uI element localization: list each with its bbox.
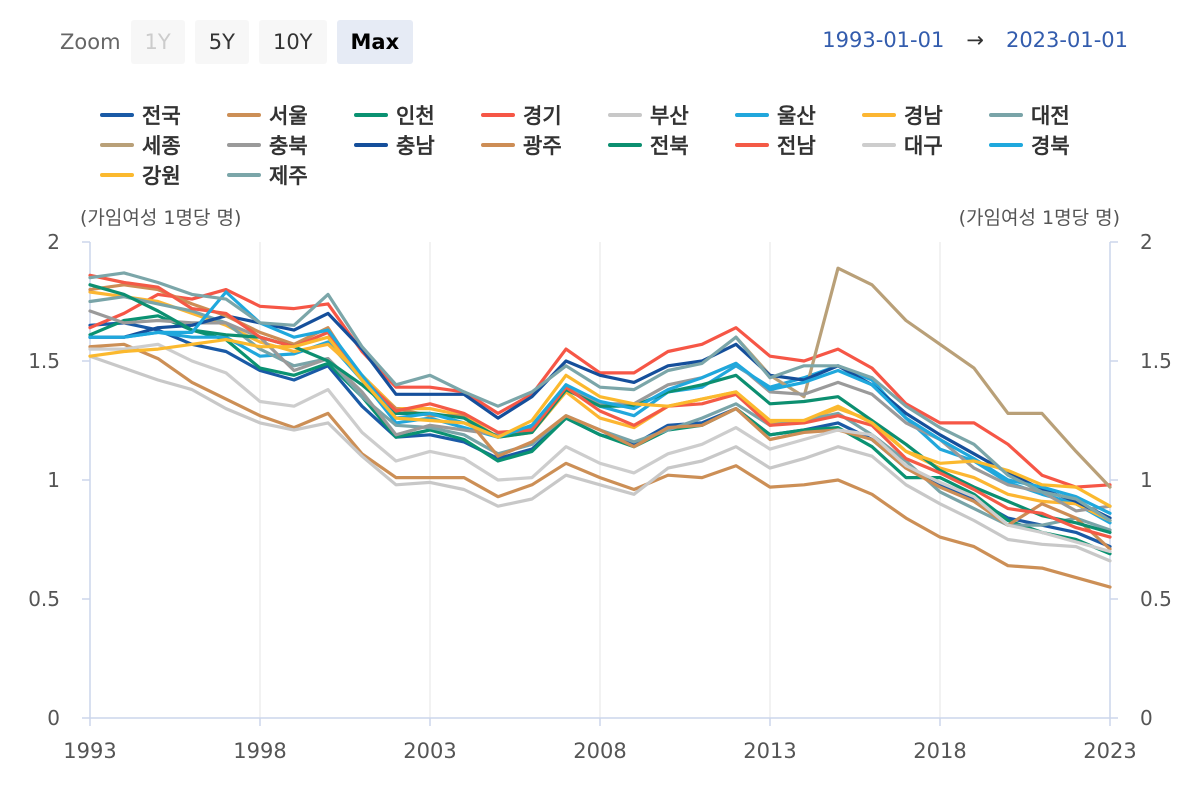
legend-swatch [608, 143, 642, 147]
legend-swatch [481, 143, 515, 147]
range-arrow-icon: → [966, 28, 984, 52]
legend-label: 충북 [269, 134, 308, 158]
legend-label: 대구 [904, 134, 943, 158]
legend-swatch [989, 143, 1023, 147]
zoom-max-button[interactable]: Max [336, 20, 414, 64]
series-line-3 [88, 288, 1112, 489]
range-to[interactable]: 2023-01-01 [1005, 28, 1128, 52]
x-tick-label-2008: 2008 [573, 739, 626, 763]
y-tick-label-left-0: 0 [47, 706, 60, 730]
legend-item-6[interactable]: 경남 [862, 100, 943, 130]
legend-label: 충남 [396, 134, 435, 158]
series-line-17 [88, 271, 1112, 523]
y-tick-label-left-4: 2 [47, 230, 60, 254]
legend-swatch [989, 113, 1023, 117]
legend-item-16[interactable]: 강원 [100, 160, 181, 190]
series-line-6 [88, 290, 1112, 523]
zoom-1y-button[interactable]: 1Y [130, 20, 185, 64]
legend-item-7[interactable]: 대전 [989, 100, 1070, 130]
legend-label: 인천 [396, 104, 435, 128]
legend-label: 경기 [523, 104, 562, 128]
legend-label: 전북 [650, 134, 689, 158]
legend-label: 서울 [269, 104, 308, 128]
y-tick-label-right-0: 0 [1140, 706, 1153, 730]
legend-swatch [862, 113, 896, 117]
y-tick-label-right-1: 0.5 [1140, 587, 1172, 611]
x-tick-label-2018: 2018 [913, 739, 966, 763]
legend-item-10[interactable]: 충남 [354, 130, 435, 160]
legend-item-15[interactable]: 경북 [989, 130, 1070, 160]
legend-label: 강원 [142, 164, 181, 188]
series-line-11 [88, 283, 1112, 551]
y-tick-label-right-2: 1 [1140, 468, 1153, 492]
legend-label: 세종 [142, 134, 181, 158]
legend-label: 울산 [777, 104, 816, 128]
legend-swatch [862, 143, 896, 147]
legend-label: 경북 [1031, 134, 1070, 158]
legend-item-14[interactable]: 대구 [862, 130, 943, 160]
series-line-16 [88, 335, 1112, 508]
series-line-1 [88, 342, 1112, 589]
zoom-5y-button[interactable]: 5Y [194, 20, 249, 64]
legend-label: 대전 [1031, 104, 1070, 128]
y-tick-label-left-1: 0.5 [28, 587, 60, 611]
legend-item-9[interactable]: 충북 [227, 130, 308, 160]
legend-item-17[interactable]: 제주 [227, 160, 308, 190]
x-tick-label-1993: 1993 [63, 739, 116, 763]
legend-item-1[interactable]: 서울 [227, 100, 308, 130]
legend-label: 경남 [904, 104, 943, 128]
legend-item-4[interactable]: 부산 [608, 100, 689, 130]
x-tick-label-2003: 2003 [403, 739, 456, 763]
legend-swatch [100, 143, 134, 147]
legend-swatch [227, 143, 261, 147]
range-from[interactable]: 1993-01-01 [822, 28, 945, 52]
y-tick-label-left-3: 1.5 [28, 349, 60, 373]
legend-label: 광주 [523, 134, 562, 158]
y-tick-label-right-4: 2 [1140, 230, 1153, 254]
legend-swatch [481, 113, 515, 117]
legend-item-3[interactable]: 경기 [481, 100, 562, 130]
x-tick-label-2013: 2013 [743, 739, 796, 763]
zoom-label: Zoom [60, 30, 121, 54]
series-line-13 [88, 273, 1112, 539]
legend-item-0[interactable]: 전국 [100, 100, 181, 130]
x-tick-label-2023: 2023 [1083, 739, 1136, 763]
legend-item-2[interactable]: 인천 [354, 100, 435, 130]
legend-item-13[interactable]: 전남 [735, 130, 816, 160]
zoom-toolbar: Zoom 1Y 5Y 10Y Max [60, 20, 423, 64]
legend-item-8[interactable]: 세종 [100, 130, 181, 160]
legend-swatch [354, 113, 388, 117]
legend-item-12[interactable]: 전북 [608, 130, 689, 160]
date-range: 1993-01-01 → 2023-01-01 [822, 28, 1128, 52]
y-tick-label-left-2: 1 [47, 468, 60, 492]
legend-swatch [100, 173, 134, 177]
legend-label: 전국 [142, 104, 181, 128]
legend-swatch [354, 143, 388, 147]
legend-label: 부산 [650, 104, 689, 128]
legend-label: 전남 [777, 134, 816, 158]
legend-swatch [227, 113, 261, 117]
legend-label: 제주 [269, 164, 308, 188]
y-tick-label-right-3: 1.5 [1140, 349, 1172, 373]
zoom-10y-button[interactable]: 10Y [258, 20, 327, 64]
series-line-2 [88, 314, 1112, 556]
legend-swatch [608, 113, 642, 117]
series-line-14 [88, 342, 1112, 553]
y-axis-title-left: (가임여성 1명당 명) [80, 207, 242, 229]
y-axis-title-right: (가임여성 1명당 명) [958, 207, 1120, 229]
series-line-4 [88, 354, 1112, 563]
x-tick-label-1998: 1998 [233, 739, 286, 763]
legend-swatch [735, 143, 769, 147]
legend-swatch [100, 113, 134, 117]
legend-item-5[interactable]: 울산 [735, 100, 816, 130]
legend-swatch [735, 113, 769, 117]
legend-item-11[interactable]: 광주 [481, 130, 562, 160]
legend-swatch [227, 173, 261, 177]
